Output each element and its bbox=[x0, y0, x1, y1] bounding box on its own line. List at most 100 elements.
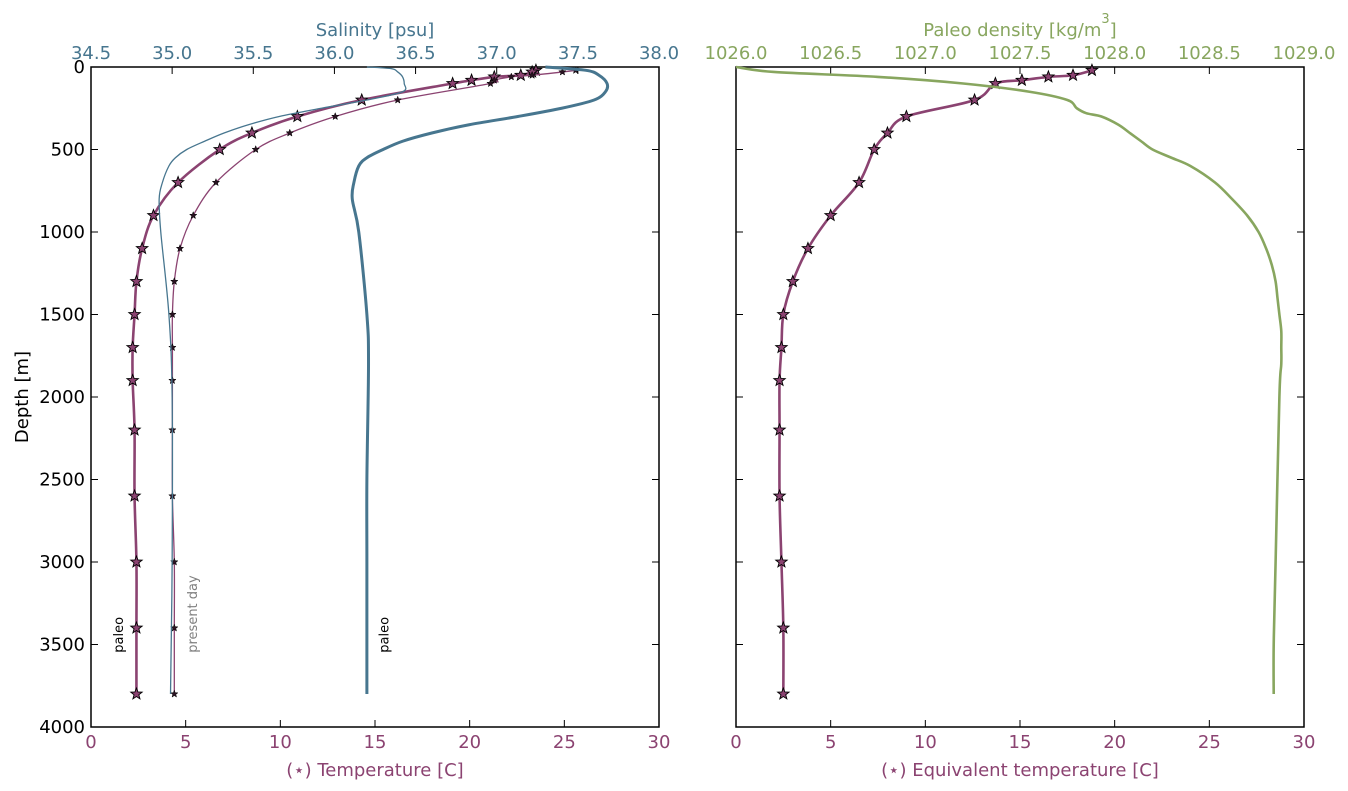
x-top-tick-label: 1027.0 bbox=[894, 43, 957, 64]
star-marker bbox=[393, 95, 403, 104]
star-marker bbox=[129, 274, 144, 288]
star-marker bbox=[127, 422, 142, 436]
x-bottom-tick-label: 15 bbox=[1009, 732, 1032, 753]
star-marker bbox=[513, 67, 528, 82]
star-marker bbox=[899, 109, 914, 123]
x-top-tick-label: 36.5 bbox=[396, 43, 436, 64]
star-marker bbox=[489, 75, 499, 84]
star-marker bbox=[170, 689, 179, 698]
x-top-tick-label: 36.0 bbox=[314, 43, 354, 64]
x-bottom-axis-label: (⋆) Equivalent temperature [C] bbox=[881, 760, 1159, 781]
star-marker bbox=[867, 142, 882, 156]
x-bottom-tick-label: 0 bbox=[85, 732, 96, 753]
x-top-tick-label: 35.5 bbox=[233, 43, 273, 64]
x-top-axis-label: Paleo density [kg/m3] bbox=[923, 12, 1116, 41]
star-marker bbox=[170, 276, 179, 286]
y-tick-label: 4000 bbox=[39, 717, 85, 738]
star-marker bbox=[175, 243, 185, 253]
star-marker bbox=[354, 92, 369, 106]
star-marker bbox=[211, 177, 221, 187]
star-marker bbox=[445, 76, 460, 90]
star-marker bbox=[774, 554, 789, 568]
x-bottom-tick-label: 30 bbox=[648, 732, 671, 753]
star-marker bbox=[135, 241, 150, 255]
star-marker bbox=[146, 208, 161, 222]
y-tick-label: 1500 bbox=[39, 305, 85, 326]
x-top-axis-label-superscript: 3 bbox=[1101, 12, 1109, 27]
y-tick-label: 0 bbox=[74, 57, 85, 78]
x-top-tick-label: 37.5 bbox=[558, 43, 598, 64]
star-marker bbox=[801, 241, 815, 255]
star-marker bbox=[330, 111, 340, 121]
star-marker bbox=[776, 307, 791, 321]
x-bottom-tick-label: 30 bbox=[1293, 732, 1316, 753]
star-marker bbox=[129, 554, 144, 568]
x-bottom-tick-label: 0 bbox=[730, 732, 741, 753]
x-top-tick-label: 34.5 bbox=[71, 43, 111, 64]
star-marker bbox=[464, 72, 479, 87]
star-marker bbox=[772, 422, 787, 436]
star-marker bbox=[129, 686, 144, 700]
star-marker bbox=[785, 274, 800, 288]
x-bottom-tick-label: 25 bbox=[553, 732, 576, 753]
star-marker bbox=[188, 210, 198, 220]
x-top-tick-label: 1028.0 bbox=[1083, 43, 1146, 64]
x-bottom-tick-label: 25 bbox=[1198, 732, 1221, 753]
x-bottom-tick-label: 15 bbox=[364, 732, 387, 753]
star-marker bbox=[290, 109, 305, 123]
star-marker bbox=[125, 373, 140, 387]
star-marker bbox=[776, 686, 791, 700]
star-marker bbox=[127, 307, 142, 321]
series-line-equivalent_temperature-0 bbox=[778, 69, 1093, 695]
x-top-tick-label: 1028.5 bbox=[1178, 43, 1241, 64]
star-marker bbox=[1041, 69, 1056, 83]
star-marker bbox=[558, 67, 567, 76]
series-line-temperature-1 bbox=[171, 69, 576, 694]
star-marker bbox=[823, 208, 838, 222]
annotation-label: paleo bbox=[112, 617, 127, 653]
x-top-tick-label: 1026.0 bbox=[705, 43, 768, 64]
y-tick-label: 2000 bbox=[39, 387, 85, 408]
x-bottom-tick-label: 20 bbox=[1103, 732, 1126, 753]
star-marker bbox=[852, 175, 866, 189]
y-tick-label: 3000 bbox=[39, 552, 85, 573]
series-line-salinity-2 bbox=[158, 66, 407, 695]
star-marker bbox=[251, 144, 261, 154]
star-marker bbox=[285, 128, 295, 137]
star-marker bbox=[171, 175, 186, 189]
x-top-tick-label: 35.0 bbox=[152, 43, 192, 64]
star-marker bbox=[168, 342, 177, 352]
x-top-tick-label: 37.0 bbox=[477, 43, 517, 64]
star-marker bbox=[880, 125, 895, 139]
series-line-density-1 bbox=[735, 65, 1283, 695]
y-tick-label: 500 bbox=[51, 140, 85, 161]
y-axis-label: Depth [m] bbox=[12, 351, 33, 443]
star-marker bbox=[772, 488, 787, 502]
star-marker bbox=[507, 72, 516, 81]
star-marker bbox=[1085, 63, 1099, 77]
star-marker bbox=[212, 142, 227, 156]
annotation-label: present day bbox=[186, 575, 201, 653]
series-line-temperature-0 bbox=[131, 69, 537, 694]
x-top-axis-label-main: Paleo density [kg/m bbox=[923, 20, 1101, 41]
star-marker bbox=[125, 340, 140, 354]
star-marker bbox=[1066, 67, 1080, 82]
star-marker bbox=[1014, 72, 1029, 87]
star-marker bbox=[168, 309, 177, 319]
star-marker bbox=[774, 340, 789, 354]
x-bottom-tick-label: 5 bbox=[825, 732, 836, 753]
x-top-tick-label: 1026.5 bbox=[799, 43, 862, 64]
star-marker bbox=[129, 620, 144, 634]
star-marker bbox=[486, 78, 495, 88]
x-bottom-tick-label: 10 bbox=[269, 732, 292, 753]
star-marker bbox=[127, 488, 142, 502]
x-bottom-tick-label: 5 bbox=[180, 732, 191, 753]
x-top-tick-label: 1027.5 bbox=[989, 43, 1052, 64]
x-bottom-axis-label: (⋆) Temperature [C] bbox=[286, 760, 463, 781]
y-tick-label: 2500 bbox=[39, 470, 85, 491]
x-top-tick-label: 38.0 bbox=[639, 43, 679, 64]
star-marker bbox=[772, 373, 787, 387]
x-bottom-tick-label: 20 bbox=[458, 732, 481, 753]
y-tick-label: 1000 bbox=[39, 222, 85, 243]
